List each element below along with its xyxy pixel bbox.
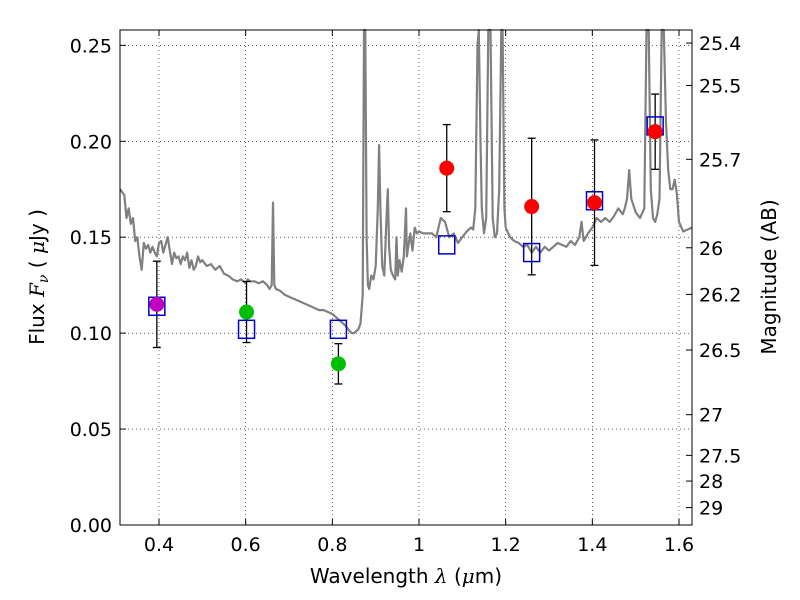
y2-axis: 25.4 25.5 25.7 26 26.2 26.5 27 27.5 28 29 [686,33,741,520]
y2-tick-label: 25.5 [699,75,741,97]
y2-axis-title: Magnitude (AB) [757,199,781,354]
y2-tick-label: 25.7 [699,149,741,171]
spectrum-line [119,28,693,335]
measured-point [330,356,346,372]
model-square [437,235,456,255]
model-square [522,242,541,263]
x-tick-label: 1 [413,534,425,556]
plot-background [120,30,692,525]
model-points [148,116,664,340]
x-tick-label: 1.6 [664,534,694,556]
y-tick-label: 0.25 [70,35,112,57]
y-tick-label: 0.15 [70,227,112,249]
measured-point [524,199,540,215]
x-tick-label: 1.2 [491,534,521,556]
measured-point [149,296,165,312]
y-tick-label: 0.00 [70,515,112,537]
y-axis: 0.00 0.05 0.10 0.15 0.20 0.25 [70,35,126,537]
model-square [329,319,348,340]
y2-tick-label: 26 [699,238,723,260]
x-tick-label: 0.4 [144,534,174,556]
measured-point [647,124,663,140]
y-axis-title: Flux Fν ( μJy ) [25,209,52,345]
x-tick-label: 1.4 [577,534,607,556]
model-spectrum [119,28,693,335]
y2-tick-label: 26.5 [699,340,741,362]
y2-tick-label: 29 [699,498,723,520]
measured-point [587,195,602,211]
plot-frame [119,29,693,526]
y-tick-label: 0.10 [70,323,112,345]
y2-tick-label: 25.4 [699,33,741,55]
y2-tick-label: 28 [699,471,723,493]
y-tick-label: 0.20 [70,131,112,153]
y-tick-label: 0.05 [70,419,112,441]
x-axis-title: Wavelength λ (μm) [310,564,502,588]
x-tick-label: 0.8 [317,534,347,556]
measured-points [149,124,663,372]
y2-tick-label: 26.2 [699,284,741,306]
model-square [237,319,256,340]
x-axis: 0.4 0.6 0.8 1 1.2 1.4 1.6 [144,30,694,556]
error-bars [152,93,660,385]
measured-point [239,304,255,320]
y2-tick-label: 27.5 [699,445,741,467]
y2-tick-label: 27 [699,405,723,427]
measured-point [439,160,455,176]
x-tick-label: 0.6 [231,534,261,556]
